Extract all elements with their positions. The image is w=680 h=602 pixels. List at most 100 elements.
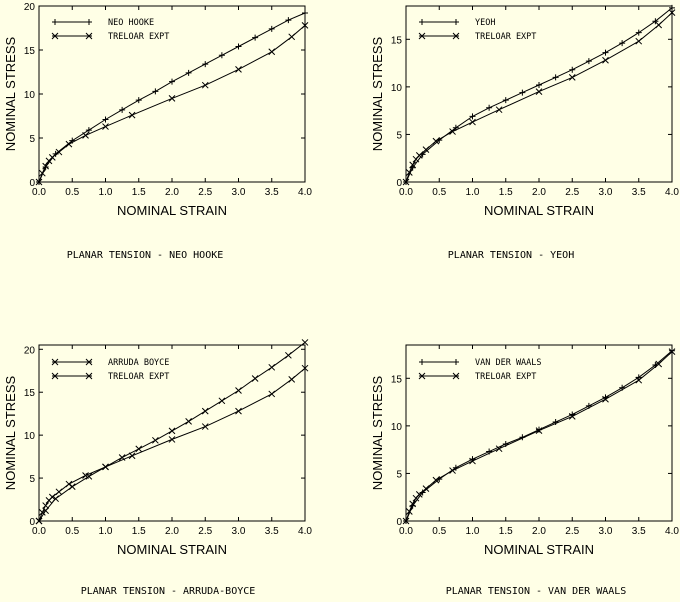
data-point — [405, 508, 413, 515]
x-tick-label: 3.0 — [599, 187, 613, 198]
y-tick-label: 10 — [391, 83, 403, 94]
chart-caption: PLANAR TENSION - YEOH — [448, 250, 574, 261]
data-point — [128, 452, 136, 460]
series-1 — [36, 10, 308, 185]
x-tick-label: 3.5 — [265, 187, 279, 198]
chart-panel-3: 0.0 0.5 1.0 1.5 2.0 2.5 3.0 3.5 4.0 0 5 10 15 20 NOMIN… — [3, 339, 312, 597]
x-tick-label: 0.5 — [432, 187, 446, 198]
x-tick-label: 0.5 — [432, 526, 446, 537]
data-point — [495, 445, 503, 453]
data-point — [569, 66, 576, 73]
data-point — [635, 29, 642, 36]
data-point — [415, 491, 423, 498]
data-point — [135, 97, 142, 104]
series-line — [38, 367, 306, 522]
chart-caption: PLANAR TENSION - VAN DER WAALS — [446, 586, 627, 597]
plot-frame — [405, 344, 673, 522]
y-tick-label: 5 — [396, 130, 402, 141]
data-point — [432, 476, 440, 484]
data-point — [602, 49, 609, 56]
y-tick-label: 20 — [24, 345, 36, 356]
y-tick-label: 5 — [29, 474, 35, 485]
data-point — [285, 351, 292, 359]
data-point — [35, 178, 43, 186]
data-point — [619, 40, 626, 47]
x-tick-label: 1.5 — [132, 526, 146, 537]
chart-caption: PLANAR TENSION - ARRUDA-BOYCE — [81, 586, 256, 597]
x-tick-label: 2.5 — [198, 187, 212, 198]
y-tick-label: 5 — [396, 469, 402, 480]
data-point — [52, 495, 59, 503]
data-point — [55, 148, 63, 156]
data-point — [169, 78, 175, 85]
data-point — [535, 88, 543, 95]
legend-marker — [452, 372, 460, 380]
data-point — [85, 127, 92, 134]
data-point — [102, 123, 109, 130]
y-axis-label: NOMINAL STRESS — [370, 36, 385, 151]
data-point — [405, 169, 413, 176]
legend-marker — [51, 372, 59, 380]
plot-frame — [405, 5, 673, 183]
legend: VAN DER WAALS TRELOAR EXPT — [418, 358, 542, 382]
data-point — [469, 113, 476, 120]
legend-label: YEOH — [475, 18, 495, 28]
x-tick-label: 0.0 — [399, 526, 413, 537]
data-point — [65, 140, 73, 148]
data-point — [288, 375, 296, 383]
data-point — [168, 95, 176, 102]
data-point — [235, 387, 242, 394]
x-axis-label: NOMINAL STRAIN — [117, 542, 227, 557]
data-point — [568, 412, 576, 420]
data-point — [502, 97, 509, 104]
x-tick-label: 0.0 — [32, 187, 46, 198]
legend-marker — [51, 32, 59, 40]
data-point — [552, 74, 559, 81]
y-tick-label: 20 — [24, 2, 36, 13]
data-point — [469, 457, 476, 465]
x-tick-label: 2.0 — [532, 187, 546, 198]
y-axis-label: NOMINAL STRESS — [3, 375, 18, 490]
legend: NEO HOOKE TRELOAR EXPT — [51, 18, 169, 42]
data-point — [635, 37, 643, 45]
x-axis-label: NOMINAL STRAIN — [117, 203, 227, 218]
y-tick-label: 10 — [24, 431, 36, 442]
data-point — [302, 10, 308, 17]
chart-panel-1: 0.0 0.5 1.0 1.5 2.0 2.5 3.0 3.5 4.0 0 5 10 15 20 NOMIN… — [3, 2, 312, 261]
data-point — [635, 374, 642, 381]
data-point — [48, 493, 56, 501]
data-point — [102, 463, 109, 471]
data-point — [285, 17, 292, 24]
data-point — [38, 169, 46, 177]
data-point — [402, 178, 410, 186]
legend-label: TRELOAR EXPT — [108, 372, 169, 382]
x-tick-label: 1.5 — [499, 187, 513, 198]
data-point — [552, 419, 559, 426]
data-point — [449, 128, 456, 135]
data-point — [168, 427, 176, 435]
x-tick-label: 2.5 — [565, 526, 579, 537]
x-tick-label: 2.5 — [565, 187, 579, 198]
series-line — [38, 12, 306, 183]
data-point — [235, 407, 242, 415]
data-point — [668, 9, 676, 17]
x-tick-label: 3.0 — [599, 526, 613, 537]
chart-panel-2: 0.0 0.5 1.0 1.5 2.0 2.5 3.0 3.5 4.0 0 5 10 15 NOMINAL… — [370, 4, 679, 261]
data-point — [536, 81, 542, 88]
data-point — [449, 467, 456, 474]
data-point — [128, 111, 136, 119]
data-point — [201, 423, 209, 430]
series-1 — [403, 4, 675, 185]
legend-marker — [452, 32, 460, 40]
data-point — [102, 116, 109, 123]
data-point — [252, 34, 259, 41]
data-point — [301, 339, 309, 346]
x-tick-label: 0.0 — [32, 526, 46, 537]
data-point — [268, 363, 276, 371]
x-tick-label: 3.5 — [632, 187, 646, 198]
x-tick-label: 3.0 — [232, 526, 246, 537]
series-line — [38, 342, 306, 522]
legend-marker — [419, 359, 425, 365]
legend: ARRUDA BOYCE TRELOAR EXPT — [51, 358, 169, 382]
